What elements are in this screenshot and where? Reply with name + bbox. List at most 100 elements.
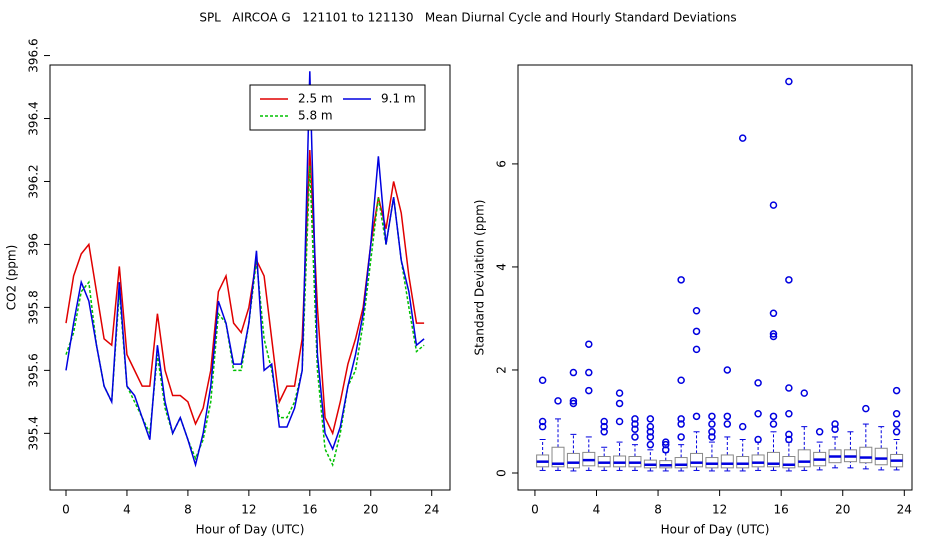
x-tick-label: 20 [835,503,850,517]
plot-frame [517,64,913,491]
outlier [831,425,839,433]
outlier [585,368,593,377]
outlier [754,379,762,387]
outlier [662,440,670,449]
outlier [769,412,778,421]
outlier [615,417,624,426]
x-axis-label: Hour of Day (UTC) [661,523,770,537]
outlier [738,422,747,431]
y-tick-label: 395.6 [27,353,41,387]
outlier [600,417,608,426]
outlier [769,332,778,341]
outlier [892,386,901,395]
outlier [769,420,778,428]
outlier [538,376,547,385]
box [874,447,888,466]
outlier [677,276,685,284]
x-tick-label: 8 [654,503,662,517]
outlier [708,412,716,421]
outlier [769,309,778,318]
outlier [692,412,701,421]
outlier [646,415,655,423]
legend-label: 2.5 m [298,92,333,106]
outlier [615,389,624,397]
outlier [723,420,732,428]
x-tick-label: 16 [774,503,789,517]
y-tick-label: 396.2 [27,164,41,198]
outlier [785,410,793,418]
y-tick-label: 0 [495,469,509,477]
outlier [677,376,685,385]
outlier [585,386,593,395]
outlier [569,397,578,405]
x-tick-label: 16 [302,503,317,517]
x-tick-label: 12 [241,503,256,517]
outlier [892,420,901,428]
outlier [831,420,839,428]
outlier [538,422,547,431]
box [766,451,780,468]
figure-title: SPL AIRCOA G 121101 to 121130 Mean Diurn… [199,11,736,25]
outlier [708,420,716,428]
outlier [631,415,639,423]
outlier [800,389,809,397]
outlier [738,134,747,142]
x-tick-label: 24 [424,503,439,517]
box [751,454,765,468]
x-tick-label: 4 [593,503,601,517]
outlier [785,77,793,86]
y-axis-label: CO2 (ppm) [5,245,19,311]
outlier [692,306,701,315]
outlier [769,201,778,209]
outlier [723,412,732,421]
outlier [646,422,655,431]
outlier [646,433,655,441]
outlier [615,399,624,408]
outlier [692,345,701,354]
box [690,452,704,468]
y-tick-label: 396.6 [27,38,41,72]
y-tick-label: 396.4 [27,101,41,135]
outlier [769,330,778,338]
y-axis-label: Standard Deviation (ppm) [473,200,487,356]
outlier [862,404,870,413]
outlier [646,440,655,449]
outlier [554,397,562,405]
y-tick-label: 6 [495,160,509,168]
outlier [662,446,670,454]
outlier [754,435,762,444]
outlier [646,428,655,436]
outlier [600,422,608,431]
x-tick-label: 12 [712,503,727,517]
outlier [569,368,578,377]
outlier [631,433,639,441]
outlier [677,433,685,441]
outlier [631,420,639,428]
y-tick-label: 396 [27,233,41,256]
legend-label: 9.1 m [381,92,416,106]
data-line [65,71,425,468]
box [551,446,565,468]
outlier [677,415,685,423]
outlier [600,428,608,436]
outlier [631,425,639,433]
box [859,446,873,464]
outlier [785,276,793,284]
y-tick-label: 2 [495,366,509,374]
box [566,452,580,469]
box [736,456,750,469]
outlier [585,340,593,348]
y-tick-label: 395.8 [27,290,41,324]
x-tick-label: 4 [123,503,131,517]
outlier [677,420,685,428]
outlier [785,384,793,392]
outlier [785,435,793,444]
x-axis-label: Hour of Day (UTC) [196,523,305,537]
outlier [723,366,732,374]
x-tick-label: 8 [184,503,192,517]
outlier [708,428,716,436]
outlier [892,428,901,436]
box [797,449,811,468]
